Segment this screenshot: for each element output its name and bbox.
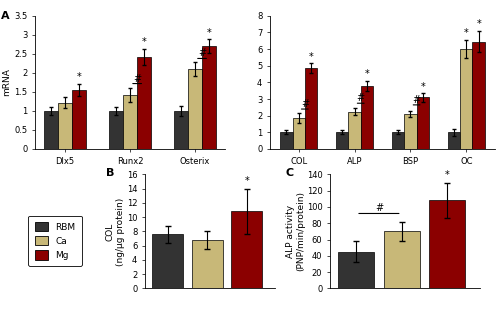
Text: *: * [464, 28, 468, 38]
Text: *: * [308, 52, 314, 61]
Bar [231, 211, 262, 288]
Bar [338, 252, 374, 288]
Bar [123, 95, 137, 149]
Bar [192, 240, 222, 288]
Text: B: B [106, 167, 114, 178]
Bar [404, 114, 416, 149]
Text: *: * [420, 81, 425, 92]
Text: A: A [1, 10, 10, 21]
Bar [58, 103, 72, 149]
Text: *: * [445, 170, 450, 180]
Bar [392, 133, 404, 149]
Bar [384, 231, 420, 288]
Bar [305, 68, 317, 149]
Bar [292, 118, 305, 149]
Text: C: C [285, 167, 293, 178]
Bar [460, 49, 472, 149]
Bar [448, 133, 460, 149]
Text: *: * [364, 69, 369, 79]
Y-axis label: mRNA: mRNA [2, 68, 12, 96]
Bar [202, 46, 216, 149]
Bar [472, 42, 485, 149]
Text: *: * [142, 37, 146, 48]
Text: *: * [207, 28, 212, 37]
Bar [280, 133, 292, 149]
Bar [188, 69, 202, 149]
Bar [72, 90, 86, 149]
Text: #: # [412, 95, 420, 105]
Text: *: * [476, 19, 481, 29]
Text: #: # [375, 204, 383, 213]
Y-axis label: ALP activity
(PNP/min/protein): ALP activity (PNP/min/protein) [286, 191, 305, 271]
Bar [152, 234, 183, 288]
Bar [416, 97, 429, 149]
Y-axis label: COL
(ng/µg protein): COL (ng/µg protein) [106, 197, 126, 266]
Text: #: # [356, 93, 365, 103]
Text: *: * [77, 72, 82, 82]
Text: #: # [133, 74, 141, 84]
Text: *: * [244, 176, 249, 186]
Text: #: # [301, 99, 309, 109]
Bar [336, 133, 348, 149]
Bar [348, 112, 360, 149]
Text: #: # [198, 49, 206, 58]
Legend: RBM, Ca, Mg: RBM, Ca, Mg [28, 216, 82, 266]
Bar [108, 111, 123, 149]
Bar [360, 86, 373, 149]
Bar [44, 111, 58, 149]
Bar [137, 57, 152, 149]
Bar [174, 111, 188, 149]
Bar [430, 200, 466, 288]
